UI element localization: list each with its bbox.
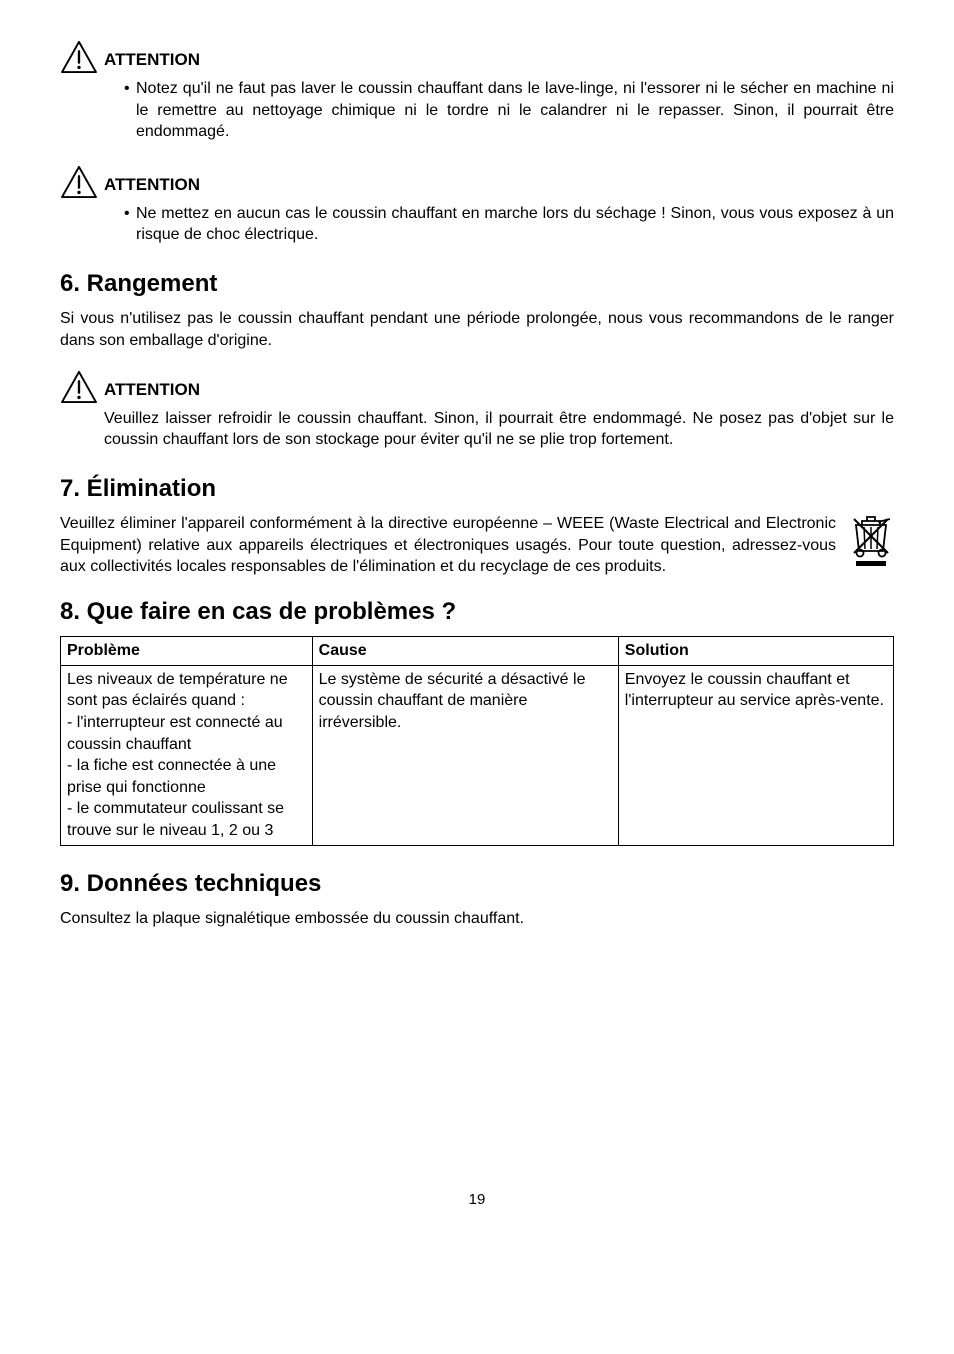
attention-header: ATTENTION xyxy=(60,370,894,404)
attention-block-2: ATTENTION • Ne mettez en aucun cas le co… xyxy=(60,165,894,246)
warning-triangle-icon xyxy=(60,165,98,199)
attention-block-1: ATTENTION • Notez qu'il ne faut pas lave… xyxy=(60,40,894,143)
table-row: Les niveaux de température ne sont pas é… xyxy=(61,665,894,845)
table-cell: Les niveaux de température ne sont pas é… xyxy=(61,665,313,845)
attention-label: ATTENTION xyxy=(104,379,200,404)
table-cell: Envoyez le coussin chauffant et l'interr… xyxy=(618,665,893,845)
attention-label: ATTENTION xyxy=(104,174,200,199)
attention-header: ATTENTION xyxy=(60,40,894,74)
section-7-body: Veuillez éliminer l'appareil conformémen… xyxy=(60,513,894,578)
weee-bin-icon xyxy=(848,513,894,569)
warning-triangle-icon xyxy=(60,40,98,74)
section-6-text: Si vous n'utilisez pas le coussin chauff… xyxy=(60,308,894,351)
attention-block-3: ATTENTION Veuillez laisser refroidir le … xyxy=(60,370,894,451)
attention-body: • Notez qu'il ne faut pas laver le couss… xyxy=(60,78,894,143)
table-cell: Le système de sécurité a désactivé le co… xyxy=(312,665,618,845)
warning-triangle-icon xyxy=(60,370,98,404)
section-7-text: Veuillez éliminer l'appareil conformémen… xyxy=(60,513,848,578)
attention-text: Notez qu'il ne faut pas laver le coussin… xyxy=(136,78,894,143)
section-8-heading: 8. Que faire en cas de problèmes ? xyxy=(60,596,894,628)
section-7-heading: 7. Élimination xyxy=(60,473,894,505)
attention-text: Ne mettez en aucun cas le coussin chauff… xyxy=(136,203,894,246)
attention-body: • Ne mettez en aucun cas le coussin chau… xyxy=(60,203,894,246)
problems-table: Problème Cause Solution Les niveaux de t… xyxy=(60,636,894,845)
table-header: Cause xyxy=(312,637,618,666)
page-number: 19 xyxy=(60,1190,894,1210)
attention-label: ATTENTION xyxy=(104,49,200,74)
bullet-dot: • xyxy=(124,78,136,143)
bullet-dot: • xyxy=(124,203,136,246)
attention-header: ATTENTION xyxy=(60,165,894,199)
section-9-text: Consultez la plaque signalétique embossé… xyxy=(60,908,894,930)
attention-text: Veuillez laisser refroidir le coussin ch… xyxy=(60,408,894,451)
section-9-heading: 9. Données techniques xyxy=(60,868,894,900)
table-header-row: Problème Cause Solution xyxy=(61,637,894,666)
table-header: Solution xyxy=(618,637,893,666)
section-6-heading: 6. Rangement xyxy=(60,268,894,300)
table-header: Problème xyxy=(61,637,313,666)
